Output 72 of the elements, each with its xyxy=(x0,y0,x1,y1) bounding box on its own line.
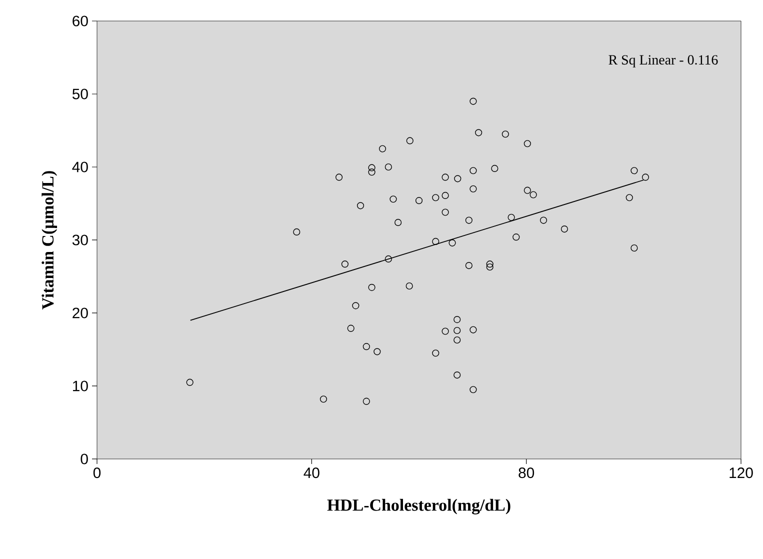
point xyxy=(642,174,650,181)
point xyxy=(508,214,515,221)
point xyxy=(454,372,461,379)
point xyxy=(442,208,449,216)
point xyxy=(368,284,376,291)
annotation: R Sq Linear - 0.116 xyxy=(608,55,718,68)
y-tick-label: 0 xyxy=(80,454,88,464)
point xyxy=(470,326,477,334)
point xyxy=(368,168,376,176)
point xyxy=(362,398,370,405)
point xyxy=(465,262,472,270)
x-tick-label: 0 xyxy=(93,468,101,478)
point xyxy=(442,328,449,335)
point xyxy=(454,336,461,344)
point xyxy=(524,186,531,194)
point xyxy=(432,238,440,245)
point xyxy=(524,140,531,148)
point xyxy=(630,244,638,252)
point xyxy=(465,216,472,224)
point xyxy=(502,130,509,138)
y-tick-label: 50 xyxy=(72,88,88,100)
point xyxy=(530,191,537,198)
point xyxy=(470,98,477,105)
point xyxy=(442,174,449,181)
point xyxy=(630,167,638,174)
point xyxy=(470,167,477,174)
point xyxy=(352,302,360,310)
point xyxy=(442,192,449,199)
point xyxy=(293,228,300,236)
point xyxy=(390,196,397,203)
point xyxy=(347,324,354,332)
point xyxy=(368,164,376,172)
x-axis-title: HDL-Cholesterol(mg/dL) xyxy=(327,498,510,514)
point xyxy=(415,197,423,204)
point xyxy=(406,282,413,290)
point xyxy=(454,326,461,334)
point xyxy=(486,260,494,268)
point xyxy=(626,194,633,202)
point xyxy=(512,234,520,241)
point xyxy=(448,239,456,246)
point xyxy=(384,255,392,263)
y-tick-label: 40 xyxy=(72,162,88,172)
point xyxy=(378,145,386,152)
point xyxy=(432,350,440,357)
point xyxy=(470,185,477,192)
x-tick-label: 80 xyxy=(518,468,534,478)
point xyxy=(362,343,370,350)
point xyxy=(374,348,381,356)
point xyxy=(470,386,477,394)
point xyxy=(560,226,568,233)
point xyxy=(454,175,462,182)
point xyxy=(341,260,348,268)
point xyxy=(384,163,392,171)
point xyxy=(406,137,414,144)
x-tick-label: 40 xyxy=(304,468,320,478)
point xyxy=(486,263,494,271)
point xyxy=(320,396,328,403)
point xyxy=(356,202,364,210)
point xyxy=(394,218,402,226)
point xyxy=(540,216,548,224)
point xyxy=(432,194,440,202)
y-tick-label: 20 xyxy=(72,308,88,318)
x-tick-label: 120 xyxy=(730,468,753,478)
y-tick-label: 10 xyxy=(73,380,88,392)
y-tick-label: 60 xyxy=(72,16,88,26)
y-axis-title: Vitamin C(μmol/L) xyxy=(42,171,58,310)
point xyxy=(475,129,482,136)
point xyxy=(454,316,461,324)
y-tick-label: 30 xyxy=(72,234,88,246)
point xyxy=(336,174,343,181)
point xyxy=(186,378,194,386)
point xyxy=(491,164,498,172)
